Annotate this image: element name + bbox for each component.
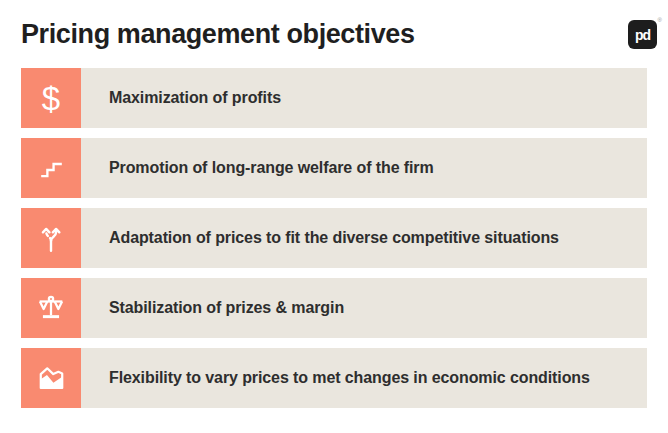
dollar-icon: $ <box>42 80 60 117</box>
objective-label: Maximization of profits <box>109 89 281 107</box>
pandadoc-logo: pd ® <box>628 20 657 49</box>
icon-tile <box>21 208 81 268</box>
objective-label: Adaptation of prices to fit the diverse … <box>109 229 559 247</box>
objective-label-bar: Adaptation of prices to fit the diverse … <box>81 208 647 268</box>
balance-scale-icon <box>34 291 68 325</box>
icon-tile <box>21 278 81 338</box>
objective-label-bar: Maximization of profits <box>81 68 647 128</box>
objective-row: Stabilization of prizes & margin <box>21 278 647 338</box>
registered-trademark-symbol: ® <box>658 17 662 23</box>
objective-label: Stabilization of prizes & margin <box>109 299 344 317</box>
objective-row: Adaptation of prices to fit the diverse … <box>21 208 647 268</box>
objective-label-bar: Flexibility to vary prices to met change… <box>81 348 647 408</box>
objective-row: Flexibility to vary prices to met change… <box>21 348 647 408</box>
objective-label-bar: Stabilization of prizes & margin <box>81 278 647 338</box>
objectives-list: $ Maximization of profits Promotion of lon… <box>21 68 647 408</box>
objective-label-bar: Promotion of long-range welfare of the f… <box>81 138 647 198</box>
area-chart-icon <box>35 362 68 395</box>
page-title: Pricing management objectives <box>21 19 415 49</box>
icon-tile: $ <box>21 68 81 128</box>
slide-canvas: Pricing management objectives pd ® $ Maxi… <box>0 0 668 433</box>
objective-row: $ Maximization of profits <box>21 68 647 128</box>
icon-tile <box>21 138 81 198</box>
header: Pricing management objectives pd ® <box>0 0 668 49</box>
dollar-icon: $ <box>42 82 60 115</box>
logo-text: pd <box>635 27 650 43</box>
diverging-path-icon <box>34 221 68 255</box>
objective-label: Promotion of long-range welfare of the f… <box>109 159 434 177</box>
objective-label: Flexibility to vary prices to met change… <box>109 369 590 387</box>
stairs-icon <box>35 152 68 185</box>
icon-tile <box>21 348 81 408</box>
objective-row: Promotion of long-range welfare of the f… <box>21 138 647 198</box>
